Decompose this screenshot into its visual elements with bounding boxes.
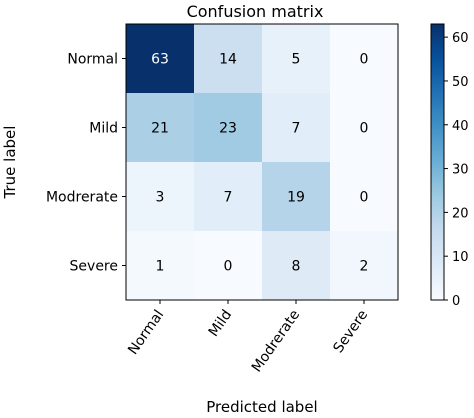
cell-value-label: 8 xyxy=(292,259,301,275)
y-tick-label: Modrerate xyxy=(46,190,118,206)
matrix-cell xyxy=(194,162,263,232)
colorbar-tick-label: 20 xyxy=(452,206,469,221)
matrix-cell xyxy=(330,162,399,232)
matrix-cell xyxy=(126,231,195,301)
cell-value-label: 21 xyxy=(151,121,169,137)
colorbar-tick-label: 60 xyxy=(452,31,469,46)
cell-value-label: 7 xyxy=(292,121,301,137)
cell-value-label: 2 xyxy=(360,259,369,275)
x-axis-label: Predicted label xyxy=(206,398,317,416)
matrix-cell xyxy=(194,24,263,94)
cell-value-label: 19 xyxy=(287,190,305,206)
y-tick-labels: Normal Mild Modrerate Severe xyxy=(46,52,126,275)
x-tick-label: Mild xyxy=(206,307,236,340)
matrix-cell xyxy=(330,24,399,94)
cell-value-label: 5 xyxy=(292,52,301,68)
matrix-cell xyxy=(126,24,195,94)
colorbar-ticks: 0 10 20 30 40 50 60 xyxy=(444,31,469,309)
matrix-cell xyxy=(194,93,263,163)
matrix-cell xyxy=(330,93,399,163)
matrix-cell xyxy=(262,162,331,232)
cell-value-label: 0 xyxy=(224,259,233,275)
cell-value-label: 0 xyxy=(360,190,369,206)
chart-title: Confusion matrix xyxy=(187,2,324,21)
x-tick-label: Modrerate xyxy=(249,307,303,375)
colorbar-tick-label: 50 xyxy=(452,75,469,90)
x-tick-label: Severe xyxy=(330,307,371,356)
matrix-cell xyxy=(126,93,195,163)
colorbar-tick-label: 40 xyxy=(452,119,469,134)
matrix-frame xyxy=(125,23,399,301)
matrix-cell xyxy=(262,24,331,94)
matrix-cell xyxy=(330,231,399,301)
colorbar-tick-label: 30 xyxy=(452,163,469,178)
cell-value-label: 14 xyxy=(219,52,237,68)
y-tick-label: Mild xyxy=(89,121,118,137)
x-tick-labels: Normal Mild Modrerate Severe xyxy=(125,300,371,375)
matrix-cell xyxy=(262,231,331,301)
cell-value-label: 1 xyxy=(156,259,165,275)
cell-value-label: 0 xyxy=(360,121,369,137)
colorbar-tick-label: 10 xyxy=(452,250,469,265)
y-tick-label: Normal xyxy=(67,52,118,68)
matrix-cell xyxy=(194,231,263,301)
x-tick-label: Normal xyxy=(125,307,167,358)
matrix-cell xyxy=(126,162,195,232)
cell-value-label: 7 xyxy=(224,190,233,206)
colorbar-tick-label: 0 xyxy=(452,294,460,309)
matrix-cell xyxy=(262,93,331,163)
colorbar xyxy=(430,23,445,301)
cell-value-label: 0 xyxy=(360,52,369,68)
matrix-cells: 63 14 5 0 21 23 7 0 3 7 19 0 1 0 8 2 xyxy=(126,24,399,301)
cell-value-label: 63 xyxy=(151,52,169,68)
cell-value-label: 23 xyxy=(219,121,237,137)
cell-value-label: 3 xyxy=(156,190,165,206)
y-axis-label: True label xyxy=(1,126,19,200)
y-tick-label: Severe xyxy=(70,259,118,275)
